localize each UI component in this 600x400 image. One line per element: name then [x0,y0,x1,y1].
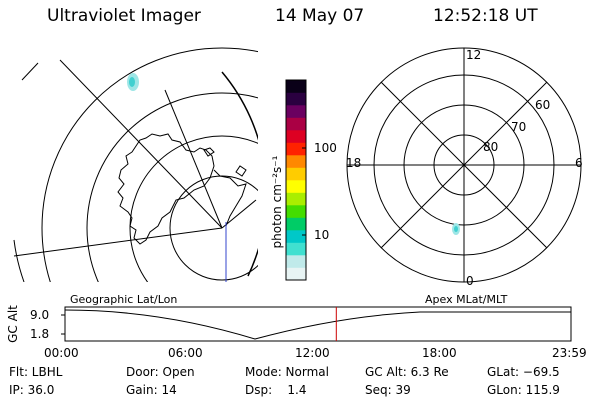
colorbar-scale [286,80,306,281]
glon-status: GLon: 115.9 [487,383,560,397]
colorbar-tick-label-100: 100 [314,141,337,155]
colorbar-band [286,105,306,118]
polar-aurora-spot [452,223,460,235]
altitude-ytick-label: 1.8 [30,327,50,341]
apex-label: Apex MLat/MLT [425,293,508,306]
geographic-map [13,47,258,282]
map-limb-arc [13,239,25,282]
polar-diagonal [380,81,548,249]
time-label: 12:52:18 UT [433,6,538,26]
altitude-curve [64,309,571,340]
glat-status: GLat: −69.5 [487,365,560,379]
coastline-island [235,165,247,177]
colorbar-band [286,242,306,256]
mlt-label-bottom: 0 [466,274,474,288]
colorbar-band [286,192,306,206]
colorbar-band [286,92,306,106]
map-lat-circle [129,135,258,282]
mlat-label-60: 60 [535,98,551,112]
mlt-label-left: 18 [346,156,362,170]
map-meridian [221,199,257,229]
gc-alt-status: GC Alt: 6.3 Re [365,365,449,379]
date-label: 14 May 07 [275,6,365,26]
altitude-xtick-label: 12:00 [295,346,330,360]
mlat-label-70: 70 [511,120,527,134]
colorbar-tick-label-10: 10 [314,228,330,242]
altitude-xtick-label: 06:00 [168,346,203,360]
mode-status: Mode: Normal [245,365,329,379]
instrument-title: Ultraviolet Imager [47,6,201,26]
colorbar-unit-label: photon cm⁻²s⁻¹ [270,155,284,249]
altitude-xtick-label: 00:00 [44,346,79,360]
altitude-plot [61,306,572,342]
colorbar-band [286,117,306,131]
colorbar-band [286,142,306,156]
mlat-label-80: 80 [483,140,499,154]
dsp-status: Dsp: 1.4 [245,383,307,397]
altitude-y-label: GC Alt [6,305,20,343]
mlt-label-right: 6 [575,156,583,170]
colorbar-band [286,217,306,231]
altitude-xtick-label: 23:59 [552,346,587,360]
door-status: Door: Open [126,365,195,379]
mlt-label-top: 12 [466,48,482,62]
coastline-island [203,147,215,157]
coastline-peninsula [213,169,247,227]
map-lat-circle [86,92,258,282]
coastline [117,133,215,245]
map-meridian [13,227,223,257]
map-limb-arc [221,71,258,277]
ip-status: IP: 36.0 [9,383,55,397]
colorbar-band [286,205,306,218]
colorbar-band [286,80,306,93]
colorbar-frame [285,79,307,281]
colorbar-band [286,230,306,243]
gain-status: Gain: 14 [126,383,177,397]
filter-status: Flt: LBHL [9,365,63,379]
map-meridian [59,59,223,229]
map-aurora-spot [127,73,139,91]
colorbar-band [286,180,306,193]
polar-mlt-plot [346,47,582,283]
colorbar-band [286,167,306,181]
colorbar-band [286,155,306,168]
map-lat-circle [41,47,258,282]
altitude-frame [64,306,572,342]
colorbar-band [286,255,306,268]
map-grid-tick [21,62,39,81]
colorbar-band [286,267,306,281]
map-meridian [164,89,223,229]
colorbar [285,79,307,281]
altitude-xtick-label: 18:00 [422,346,457,360]
geographic-label: Geographic Lat/Lon [70,293,178,306]
seq-status: Seq: 39 [365,383,411,397]
colorbar-band [286,130,306,143]
altitude-ytick-label: 9.0 [30,308,50,322]
